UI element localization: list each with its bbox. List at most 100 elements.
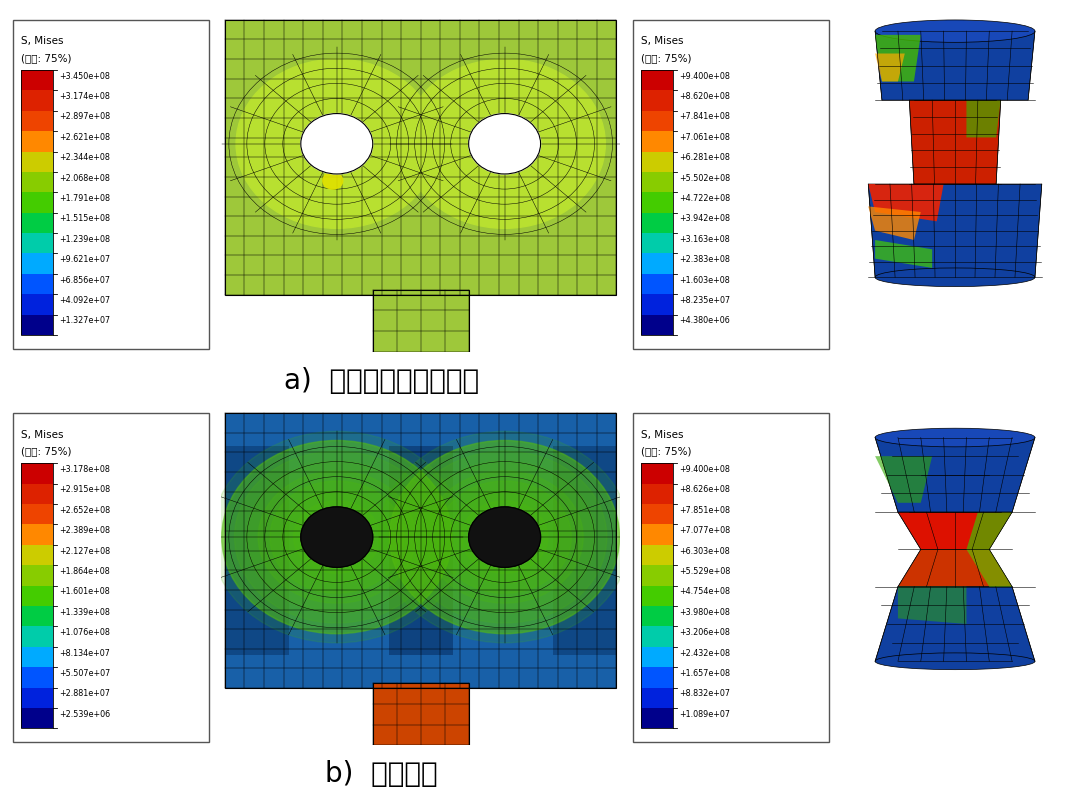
Circle shape xyxy=(294,501,380,573)
Bar xyxy=(640,463,673,728)
Bar xyxy=(640,688,673,708)
Text: +5.502e+08: +5.502e+08 xyxy=(678,174,730,182)
Text: +4.754e+08: +4.754e+08 xyxy=(678,587,730,596)
Bar xyxy=(640,131,673,152)
Bar xyxy=(373,290,469,352)
Text: +1.089e+07: +1.089e+07 xyxy=(678,710,730,719)
Text: +2.621e+08: +2.621e+08 xyxy=(58,133,110,142)
Text: +1.864e+08: +1.864e+08 xyxy=(58,567,109,576)
Text: +6.856e+07: +6.856e+07 xyxy=(58,276,110,285)
Text: +5.507e+07: +5.507e+07 xyxy=(58,669,110,678)
Ellipse shape xyxy=(875,268,1035,286)
Polygon shape xyxy=(967,549,1012,586)
Polygon shape xyxy=(897,512,1012,549)
Text: +8.235e+07: +8.235e+07 xyxy=(678,296,730,305)
Bar xyxy=(21,111,53,131)
Circle shape xyxy=(246,461,428,613)
Text: +2.389e+08: +2.389e+08 xyxy=(58,526,110,535)
Circle shape xyxy=(437,481,571,593)
Text: +7.061e+08: +7.061e+08 xyxy=(678,133,730,142)
Text: (平均: 75%): (平均: 75%) xyxy=(21,447,71,457)
Circle shape xyxy=(391,441,619,633)
Polygon shape xyxy=(875,35,921,81)
Polygon shape xyxy=(868,184,944,221)
Bar xyxy=(21,647,53,667)
Text: +8.620e+08: +8.620e+08 xyxy=(678,92,730,101)
Bar xyxy=(640,626,673,647)
Bar xyxy=(21,565,53,586)
Circle shape xyxy=(282,491,392,583)
Bar xyxy=(21,212,53,233)
Bar xyxy=(640,111,673,131)
Bar xyxy=(640,545,673,565)
Polygon shape xyxy=(875,240,932,268)
Text: +3.980e+08: +3.980e+08 xyxy=(678,607,730,616)
Text: +2.652e+08: +2.652e+08 xyxy=(58,506,110,515)
Text: +3.450e+08: +3.450e+08 xyxy=(58,71,110,80)
Bar xyxy=(640,483,673,504)
Bar xyxy=(640,504,673,525)
Bar xyxy=(21,152,53,172)
Circle shape xyxy=(469,114,541,174)
Bar xyxy=(640,647,673,667)
Text: +4.380e+06: +4.380e+06 xyxy=(678,316,729,325)
Bar xyxy=(21,315,53,335)
Bar xyxy=(389,447,453,654)
Circle shape xyxy=(258,471,416,603)
Text: S, Mises: S, Mises xyxy=(640,430,684,440)
Circle shape xyxy=(469,507,541,568)
Text: +2.383e+08: +2.383e+08 xyxy=(678,255,730,264)
Text: +1.327e+07: +1.327e+07 xyxy=(58,316,110,325)
Bar xyxy=(640,606,673,626)
Text: +1.601e+08: +1.601e+08 xyxy=(58,587,109,596)
Text: (平均: 75%): (平均: 75%) xyxy=(640,54,691,63)
Polygon shape xyxy=(868,184,1042,277)
Text: S, Mises: S, Mises xyxy=(21,430,64,440)
Bar xyxy=(640,90,673,111)
Bar xyxy=(373,683,469,745)
Bar xyxy=(21,525,53,545)
Polygon shape xyxy=(875,456,932,503)
Bar xyxy=(640,708,673,728)
Circle shape xyxy=(237,59,437,229)
Text: +2.127e+08: +2.127e+08 xyxy=(58,547,110,556)
Bar xyxy=(21,70,53,335)
Text: +1.603e+08: +1.603e+08 xyxy=(678,276,729,285)
Circle shape xyxy=(234,451,438,623)
Text: +3.206e+08: +3.206e+08 xyxy=(678,628,730,637)
Text: (平均: 75%): (平均: 75%) xyxy=(640,447,691,457)
Text: +7.841e+08: +7.841e+08 xyxy=(678,113,730,122)
Bar xyxy=(21,606,53,626)
Circle shape xyxy=(404,59,605,229)
Bar xyxy=(640,70,673,90)
Polygon shape xyxy=(897,586,967,624)
Bar xyxy=(640,586,673,606)
Circle shape xyxy=(461,501,548,573)
Text: S, Mises: S, Mises xyxy=(640,36,684,46)
Bar xyxy=(21,626,53,647)
Text: a)  连接板孔壁挤压破坏: a) 连接板孔壁挤压破坏 xyxy=(284,367,478,395)
Bar xyxy=(21,274,53,294)
Bar xyxy=(21,233,53,254)
Polygon shape xyxy=(875,437,1035,512)
Bar xyxy=(640,152,673,172)
Circle shape xyxy=(301,114,373,174)
Text: +2.915e+08: +2.915e+08 xyxy=(58,485,110,495)
Circle shape xyxy=(426,471,583,603)
Polygon shape xyxy=(875,586,1035,661)
Bar xyxy=(640,294,673,315)
Text: +2.068e+08: +2.068e+08 xyxy=(58,174,110,182)
Polygon shape xyxy=(868,207,921,240)
Polygon shape xyxy=(967,100,1001,137)
Text: +1.239e+08: +1.239e+08 xyxy=(58,234,110,244)
Bar xyxy=(640,274,673,294)
Text: +6.303e+08: +6.303e+08 xyxy=(678,547,729,556)
Text: +2.539e+06: +2.539e+06 xyxy=(58,710,110,719)
Bar xyxy=(21,504,53,525)
Ellipse shape xyxy=(875,428,1035,447)
Ellipse shape xyxy=(875,653,1035,670)
Circle shape xyxy=(323,172,342,189)
Bar xyxy=(640,463,673,483)
Circle shape xyxy=(403,451,607,623)
Circle shape xyxy=(221,440,451,633)
